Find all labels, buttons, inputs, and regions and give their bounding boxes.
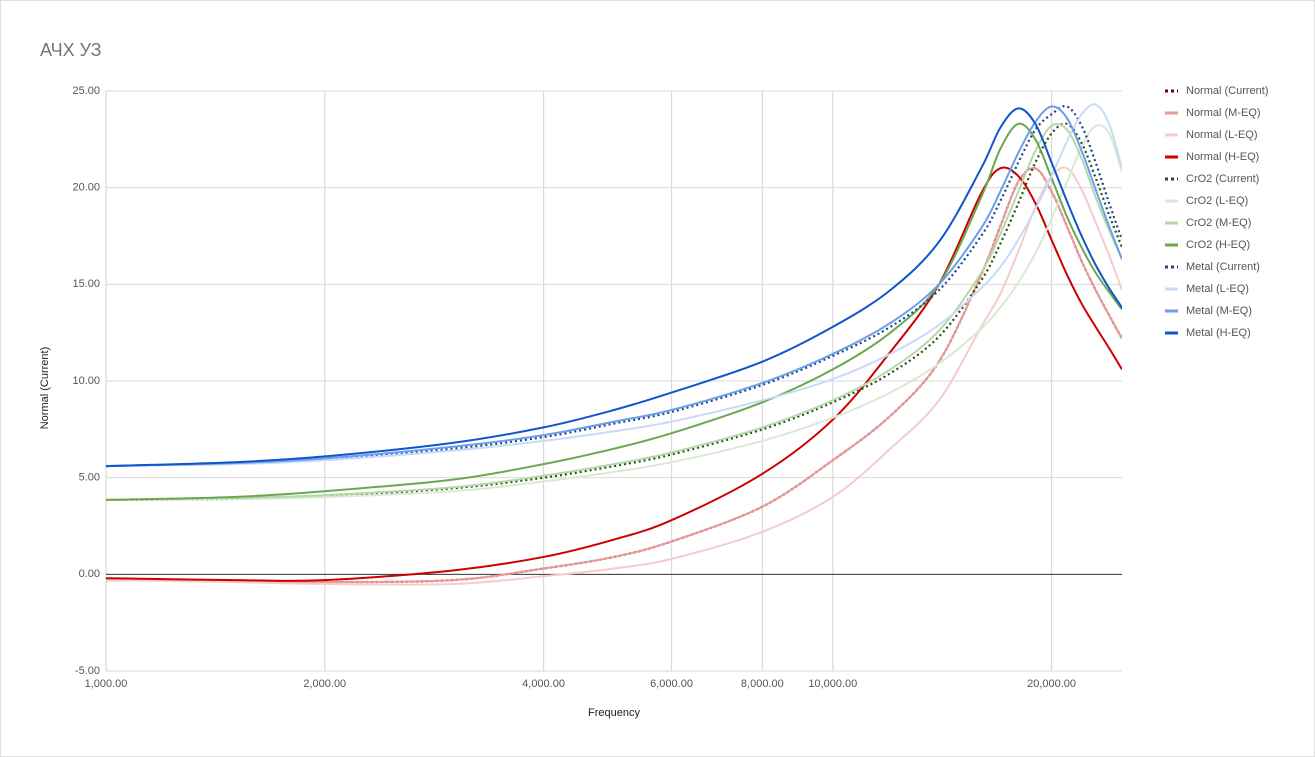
- y-axis-title: Normal (Current): [39, 347, 51, 430]
- legend-label: Normal (M-EQ): [1186, 107, 1261, 119]
- legend-label: CrO2 (Current): [1186, 173, 1259, 185]
- series-line: [106, 167, 1122, 584]
- series-line: [106, 107, 1122, 468]
- legend-label: CrO2 (M-EQ): [1186, 217, 1251, 229]
- plot-area: [106, 103, 1122, 586]
- series-line: [106, 123, 1122, 501]
- legend-label: Normal (Current): [1186, 85, 1269, 97]
- y-tick-label: 10.00: [72, 375, 100, 387]
- y-tick-label: 20.00: [72, 182, 100, 194]
- legend-label: Metal (Current): [1186, 261, 1260, 273]
- y-tick-label: 15.00: [72, 278, 100, 290]
- x-tick-label: 4,000.00: [522, 678, 565, 690]
- series-line: [106, 166, 1122, 582]
- legend-label: Metal (M-EQ): [1186, 305, 1252, 317]
- legend-label: Normal (H-EQ): [1186, 151, 1259, 163]
- legend-label: Metal (L-EQ): [1186, 283, 1249, 295]
- series-line: [106, 123, 1122, 501]
- x-tick-label: 6,000.00: [650, 678, 693, 690]
- legend-label: CrO2 (H-EQ): [1186, 239, 1250, 251]
- x-tick-label: 1,000.00: [85, 678, 128, 690]
- series-line: [106, 105, 1122, 468]
- y-tick-label: -5.00: [75, 665, 100, 677]
- x-tick-label: 2,000.00: [303, 678, 346, 690]
- legend-label: CrO2 (L-EQ): [1186, 195, 1248, 207]
- x-tick-label: 8,000.00: [741, 678, 784, 690]
- y-tick-label: 5.00: [79, 472, 100, 484]
- legend: Normal (Current) Normal (M-EQ) Normal (L-E…: [1165, 85, 1269, 339]
- legend-label: Metal (H-EQ): [1186, 327, 1251, 339]
- x-tick-label: 10,000.00: [808, 678, 857, 690]
- series-line: [106, 122, 1122, 501]
- grid: [105, 90, 1122, 672]
- x-axis-title: Frequency: [588, 707, 640, 719]
- y-tick-label: 0.00: [79, 568, 100, 580]
- y-tick-label: 25.00: [72, 85, 100, 97]
- chart-title: АЧХ УЗ: [40, 40, 102, 60]
- series-line: [106, 104, 1122, 468]
- x-tick-label: 20,000.00: [1027, 678, 1076, 690]
- legend-label: Normal (L-EQ): [1186, 129, 1258, 141]
